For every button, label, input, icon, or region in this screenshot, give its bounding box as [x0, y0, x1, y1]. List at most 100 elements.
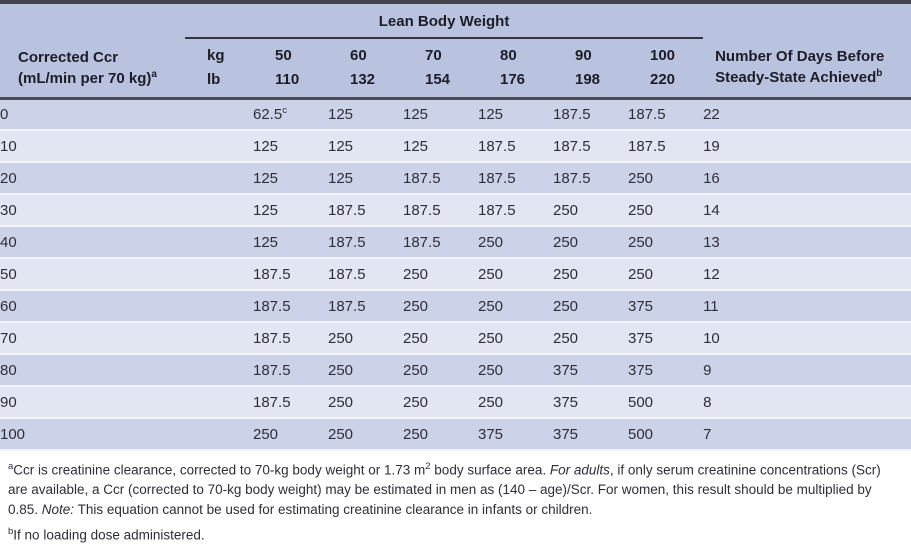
dose-cell: 250 [628, 258, 703, 290]
group-header-row: Lean Body Weight [0, 2, 911, 38]
ccr-cell: 20 [0, 162, 185, 194]
table-row: 20125125187.5187.5187.525016 [0, 162, 911, 194]
dose-cell: 187.5 [253, 322, 328, 354]
dose-cell: 250 [403, 418, 478, 450]
dose-cell: 187.5 [253, 354, 328, 386]
lb-col-header: 220 [628, 67, 703, 98]
kg-col-header: 70 [403, 38, 478, 67]
ccr-cell: 60 [0, 290, 185, 322]
days-cell: 12 [703, 258, 911, 290]
dose-cell: 125 [253, 162, 328, 194]
dose-cell: 375 [553, 418, 628, 450]
dose-cell: 187.5 [403, 162, 478, 194]
kg-header-row: Corrected Ccr (mL/min per 70 kg)a kg 50 … [0, 38, 911, 67]
dose-cell: 187.5 [328, 290, 403, 322]
dose-cell: 375 [628, 354, 703, 386]
dose-cell: 250 [553, 226, 628, 258]
dose-cell: 250 [403, 290, 478, 322]
table-row: 30125187.5187.5187.525025014 [0, 194, 911, 226]
kg-col-header: 60 [328, 38, 403, 67]
dose-cell: 375 [628, 322, 703, 354]
dose-cell: 62.5c [253, 98, 328, 130]
lb-col-header: 176 [478, 67, 553, 98]
dose-cell: 250 [478, 226, 553, 258]
kg-col-header: 50 [253, 38, 328, 67]
table-row: 70187.525025025025037510 [0, 322, 911, 354]
ccr-cell: 50 [0, 258, 185, 290]
dose-cell: 250 [328, 354, 403, 386]
unit-spacer-cell [185, 322, 253, 354]
unit-spacer-cell [185, 290, 253, 322]
dose-cell: 250 [328, 322, 403, 354]
days-cell: 14 [703, 194, 911, 226]
unit-spacer-cell [185, 354, 253, 386]
ccr-cell: 30 [0, 194, 185, 226]
dose-cell: 187.5 [478, 162, 553, 194]
unit-spacer-cell [185, 418, 253, 450]
dose-cell: 187.5 [628, 130, 703, 162]
dose-cell: 250 [628, 162, 703, 194]
days-to-steady-state-header: Number Of Days Before Steady-State Achie… [703, 38, 911, 98]
dose-cell: 250 [553, 194, 628, 226]
dose-cell: 187.5 [253, 290, 328, 322]
dose-cell: 187.5 [328, 226, 403, 258]
footnote-a: aCcr is creatinine clearance, corrected … [8, 460, 899, 519]
textbook-table-page: Lean Body Weight Corrected Ccr (mL/min p… [0, 0, 911, 559]
footnotes: aCcr is creatinine clearance, corrected … [0, 451, 911, 545]
dose-cell: 187.5 [553, 130, 628, 162]
unit-lb-label: lb [185, 67, 253, 98]
footnote-b: bIf no loading dose administered. [8, 525, 899, 545]
days-cell: 19 [703, 130, 911, 162]
table-header: Lean Body Weight Corrected Ccr (mL/min p… [0, 2, 911, 98]
dose-cell: 187.5 [253, 386, 328, 418]
dose-cell: 187.5 [553, 98, 628, 130]
table-row: 60187.5187.525025025037511 [0, 290, 911, 322]
dose-cell: 250 [403, 258, 478, 290]
days-cell: 11 [703, 290, 911, 322]
dose-cell: 125 [328, 130, 403, 162]
lean-body-weight-label: Lean Body Weight [379, 13, 510, 30]
dosing-table: Lean Body Weight Corrected Ccr (mL/min p… [0, 0, 911, 451]
dose-cell: 187.5 [478, 194, 553, 226]
blank-cell [703, 2, 911, 38]
dose-cell: 187.5 [328, 194, 403, 226]
days-cell: 13 [703, 226, 911, 258]
days-cell: 7 [703, 418, 911, 450]
days-cell: 22 [703, 98, 911, 130]
unit-spacer-cell [185, 162, 253, 194]
dose-cell: 125 [328, 162, 403, 194]
dose-cell: 250 [403, 354, 478, 386]
ccr-cell: 100 [0, 418, 185, 450]
footnote-marker-c: c [282, 105, 287, 116]
corrected-ccr-header: Corrected Ccr (mL/min per 70 kg)a [0, 38, 185, 98]
dose-cell: 125 [328, 98, 403, 130]
days-cell: 10 [703, 322, 911, 354]
corrected-ccr-line2: (mL/min per 70 kg)a [18, 68, 185, 89]
lb-col-header: 154 [403, 67, 478, 98]
table-row: 80187.52502502503753759 [0, 354, 911, 386]
lean-body-weight-header: Lean Body Weight [185, 2, 703, 38]
table-row: 1002502502503753755007 [0, 418, 911, 450]
kg-col-header: 90 [553, 38, 628, 67]
unit-spacer-cell [185, 226, 253, 258]
days-cell: 9 [703, 354, 911, 386]
dose-cell: 250 [478, 354, 553, 386]
dose-cell: 187.5 [403, 194, 478, 226]
kg-col-header: 80 [478, 38, 553, 67]
dose-cell: 125 [478, 98, 553, 130]
days-header-line2: Steady-State Achievedb [715, 67, 907, 88]
dose-cell: 187.5 [628, 98, 703, 130]
dose-cell: 187.5 [253, 258, 328, 290]
dose-cell: 250 [403, 386, 478, 418]
unit-spacer-cell [185, 194, 253, 226]
dose-cell: 500 [628, 386, 703, 418]
days-header-line1: Number Of Days Before [715, 47, 907, 67]
dose-cell: 125 [253, 194, 328, 226]
table-row: 40125187.5187.525025025013 [0, 226, 911, 258]
lb-col-header: 132 [328, 67, 403, 98]
ccr-cell: 0 [0, 98, 185, 130]
dose-cell: 250 [328, 418, 403, 450]
dose-cell: 187.5 [478, 130, 553, 162]
unit-spacer-cell [185, 258, 253, 290]
dose-cell: 375 [553, 386, 628, 418]
